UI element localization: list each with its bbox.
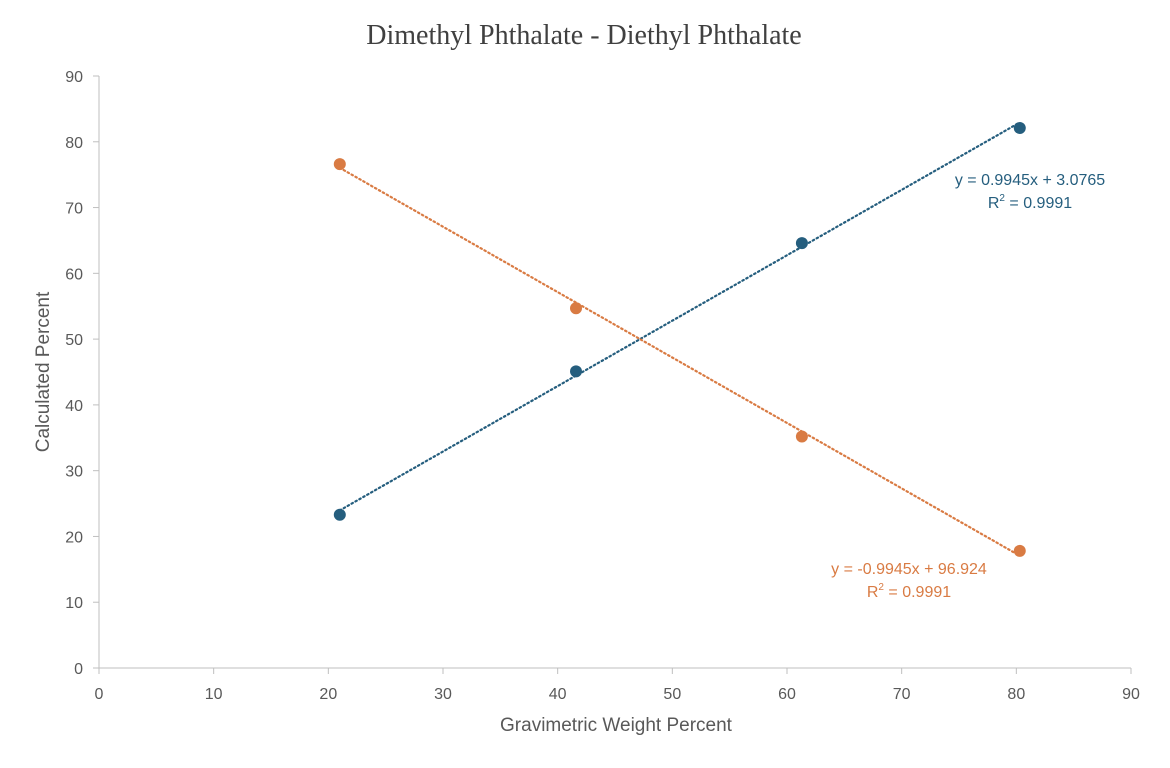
trendline-series-2 <box>338 166 1021 557</box>
data-point-series-1 <box>795 237 808 250</box>
x-tick-label: 60 <box>778 686 796 703</box>
x-tick-label: 30 <box>434 686 452 703</box>
x-tick-label: 90 <box>1122 686 1140 703</box>
trendline-equation-series-1: y = 0.9945x + 3.0765 <box>955 172 1105 189</box>
y-tick-label: 0 <box>74 661 83 678</box>
r-squared-symbol: R <box>988 195 1000 212</box>
r-squared-series-1: R2 = 0.9991 <box>988 193 1072 212</box>
x-tick-labels: 0 10 20 30 40 50 60 70 80 90 <box>95 668 1140 703</box>
y-tick-label: 50 <box>65 332 83 349</box>
y-tick-label: 40 <box>65 398 83 415</box>
data-point-series-2 <box>333 158 346 171</box>
data-point-series-1 <box>1013 121 1026 134</box>
y-tick-label: 70 <box>65 201 83 218</box>
y-tick-labels: 0 10 20 30 40 50 60 70 80 90 <box>65 69 99 678</box>
y-axis-label: Calculated Percent <box>33 291 54 452</box>
r-squared-symbol: R <box>867 584 879 601</box>
y-tick-label: 80 <box>65 135 83 152</box>
data-points <box>333 121 1026 557</box>
x-tick-label: 20 <box>319 686 337 703</box>
y-tick-label: 10 <box>65 595 83 612</box>
x-tick-label: 40 <box>549 686 567 703</box>
axes <box>98 76 1131 669</box>
r-squared-value: = 0.9991 <box>1005 195 1072 212</box>
r-squared-value: = 0.9991 <box>884 584 951 601</box>
trendline-series-1 <box>338 121 1021 512</box>
x-tick-label: 70 <box>893 686 911 703</box>
x-tick-label: 0 <box>95 686 104 703</box>
trendlines <box>338 121 1021 557</box>
y-tick-label: 30 <box>65 464 83 481</box>
r-squared-superscript: 2 <box>878 582 884 593</box>
chart-title: Dimethyl Phthalate - Diethyl Phthalate <box>366 20 801 51</box>
data-point-series-2 <box>570 302 583 315</box>
data-point-series-2 <box>1013 544 1026 557</box>
r-squared-superscript: 2 <box>999 193 1005 204</box>
y-tick-label: 20 <box>65 529 83 546</box>
x-axis-label: Gravimetric Weight Percent <box>500 715 733 736</box>
y-tick-label: 60 <box>65 266 83 283</box>
x-tick-label: 10 <box>205 686 223 703</box>
x-tick-label: 50 <box>663 686 681 703</box>
trendline-equation-series-2: y = -0.9945x + 96.924 <box>831 561 987 578</box>
r-squared-series-2: R2 = 0.9991 <box>867 582 951 601</box>
x-tick-label: 80 <box>1007 686 1025 703</box>
y-tick-label: 90 <box>65 69 83 86</box>
data-point-series-1 <box>333 508 346 521</box>
data-point-series-2 <box>795 430 808 443</box>
data-point-series-1 <box>570 365 583 378</box>
